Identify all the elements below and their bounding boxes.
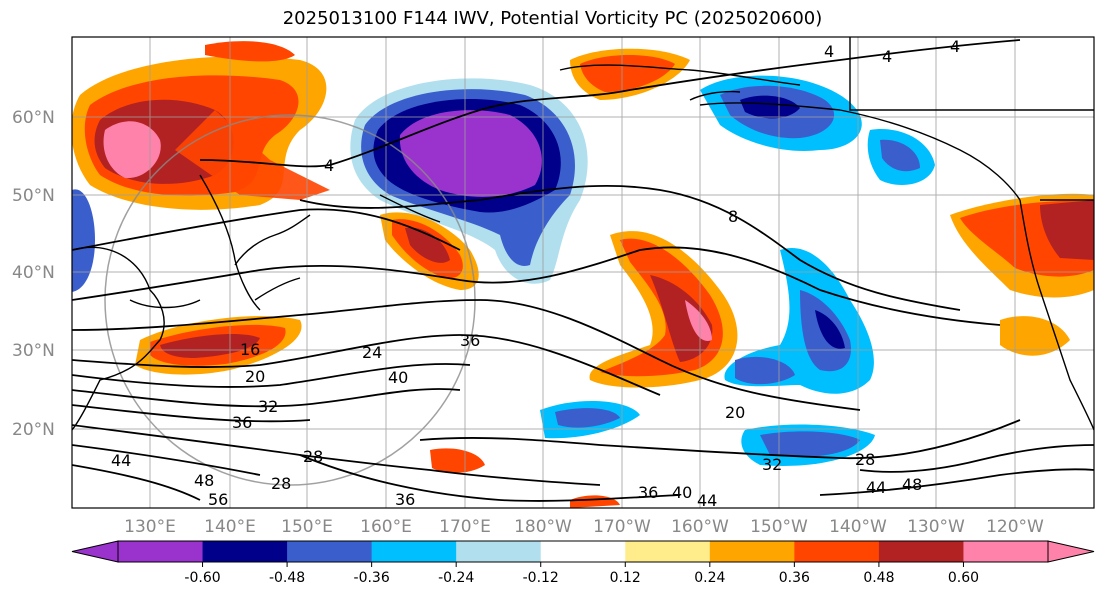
colorbar-tick-label: -0.48	[269, 570, 305, 586]
colorbar-frame	[117, 540, 1049, 563]
colorbar-tick-label: 0.48	[863, 570, 894, 586]
lat-label: 20°N	[12, 420, 55, 440]
contour-label: 20	[725, 403, 745, 422]
map-frame	[71, 36, 1095, 509]
contour-label: 28	[855, 450, 875, 469]
colorbar-segment	[118, 541, 204, 562]
colorbar-segment	[540, 541, 626, 562]
colorbar-segment	[625, 541, 711, 562]
colorbar-extend-min	[71, 540, 119, 563]
lon-label: 150°W	[750, 517, 808, 537]
colorbar-segment	[287, 541, 373, 562]
contour-label: 40	[672, 483, 692, 502]
contour-label: 32	[762, 455, 782, 474]
lon-label: 130°E	[124, 517, 176, 537]
contour-label: 32	[258, 397, 278, 416]
colorbar-tick-label: -0.12	[523, 570, 559, 586]
contour-label: 4	[324, 156, 334, 175]
contour-label: 24	[362, 343, 382, 362]
chart-title: 2025013100 F144 IWV, Potential Vorticity…	[282, 8, 823, 29]
contour-label: 44	[697, 491, 717, 510]
contour-label: 8	[728, 207, 738, 226]
contour-label: 20	[245, 367, 265, 386]
lon-label: 150°E	[281, 517, 333, 537]
contour-label: 36	[460, 331, 480, 350]
lon-label: 180°W	[514, 517, 572, 537]
colorbar-segment	[456, 541, 542, 562]
colorbar-tick-label: 0.12	[610, 570, 641, 586]
lon-label: 140°W	[829, 517, 887, 537]
contour-label: 28	[271, 474, 291, 493]
colorbar-tick-label: 0.24	[694, 570, 725, 586]
contour-label: 4	[882, 47, 892, 66]
contour-label: 48	[194, 471, 214, 490]
lon-label: 120°W	[986, 517, 1044, 537]
contour-label: 4	[824, 42, 834, 61]
contour-label: 4	[950, 37, 960, 56]
lon-label: 130°W	[907, 517, 965, 537]
contour-label: 40	[388, 368, 408, 387]
contour-label: 44	[866, 478, 886, 497]
colorbar-segment	[709, 541, 795, 562]
colorbar-tick-label: 0.60	[948, 570, 979, 586]
latitude-labels: 60°N 50°N 40°N 30°N 20°N	[12, 108, 55, 440]
contour-label: 44	[111, 451, 131, 470]
colorbar-segment	[878, 541, 964, 562]
longitude-labels: 130°E 140°E 150°E 160°E 170°E 180°W 170°…	[124, 517, 1044, 537]
colorbar-extend-max	[1047, 540, 1095, 563]
colorbar-tick-label: -0.60	[184, 570, 220, 586]
contour-label: 36	[395, 490, 415, 509]
lon-label: 140°E	[204, 517, 256, 537]
colorbar-tick-label: 0.36	[779, 570, 810, 586]
contour-label: 16	[240, 340, 260, 359]
colorbar-tick-label: -0.24	[438, 570, 474, 586]
contour-lines	[72, 39, 1094, 502]
coastlines	[72, 37, 1094, 431]
contour-label: 36	[638, 483, 658, 502]
lat-label: 50°N	[12, 186, 55, 206]
pv-shading	[72, 41, 1094, 508]
contour-labels: 4 4 4 4 8 16 20 24 36 40 32 36 44 48 56 …	[111, 37, 960, 510]
colorbar-segment	[794, 541, 880, 562]
colorbar-segment	[963, 541, 1049, 562]
colorbar-tick-label: -0.36	[354, 570, 390, 586]
colorbar-segment	[202, 541, 288, 562]
lon-label: 160°E	[360, 517, 412, 537]
contour-label: 36	[232, 413, 252, 432]
lon-label: 170°W	[593, 517, 651, 537]
lon-label: 170°E	[439, 517, 491, 537]
lon-label: 160°W	[671, 517, 729, 537]
lat-label: 40°N	[12, 263, 55, 283]
colorbar: -0.60 -0.48 -0.36 -0.24 -0.12 0.12 0.24 0.36 0.4…	[71, 540, 1095, 586]
contour-label: 56	[208, 490, 228, 509]
colorbar-segment	[371, 541, 457, 562]
lat-label: 30°N	[12, 341, 55, 361]
lat-label: 60°N	[12, 108, 55, 128]
contour-label: 28	[303, 447, 323, 466]
contour-label: 48	[902, 475, 922, 494]
